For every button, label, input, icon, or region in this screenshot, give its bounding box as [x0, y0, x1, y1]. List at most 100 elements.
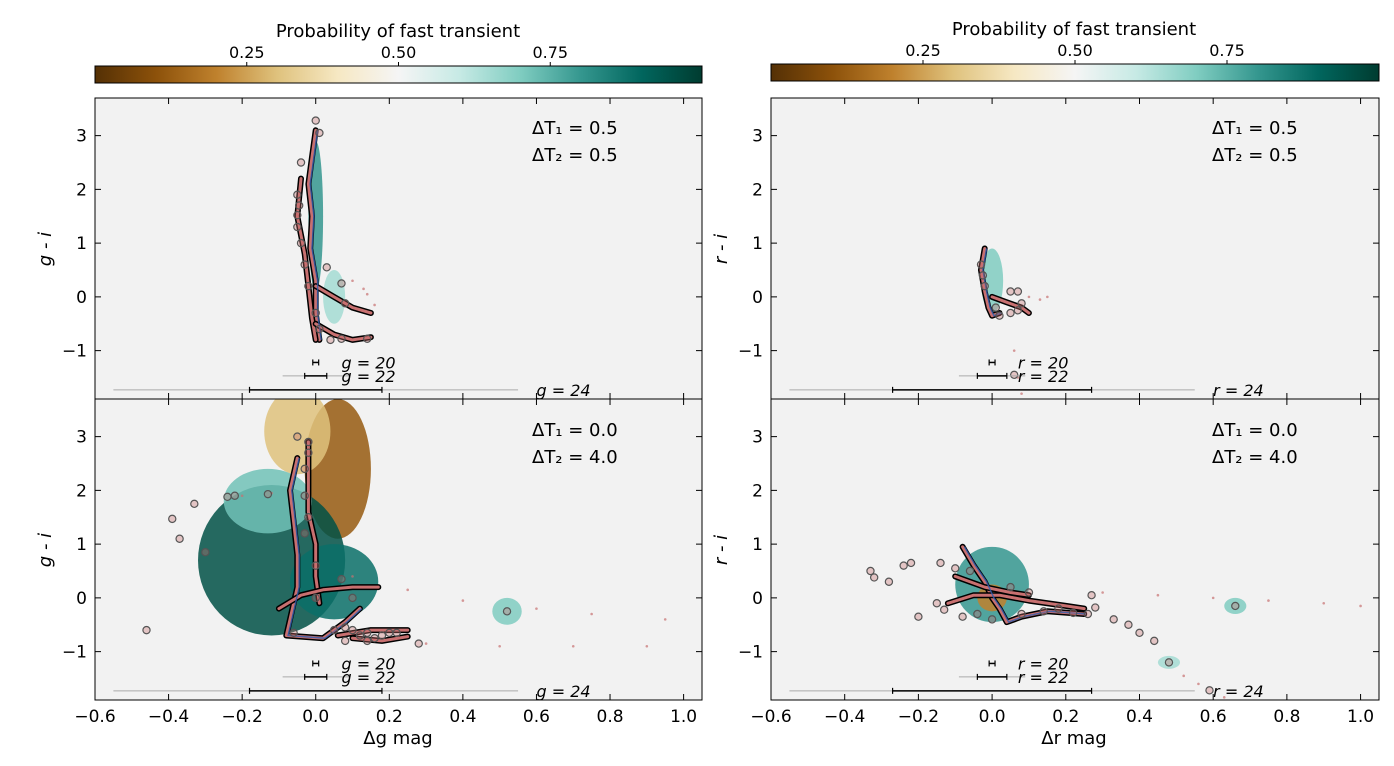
data-point — [980, 281, 989, 291]
data-point — [995, 311, 1004, 320]
colorbar-tick-label: 0.75 — [1209, 41, 1245, 60]
trail-dot — [351, 279, 354, 283]
track-line — [314, 284, 373, 315]
data-point — [1017, 609, 1026, 619]
y-tick-label: 2 — [752, 481, 763, 501]
panel-bottom-left: g = 20g = 22 g = 24 −1 0 1 2 3 −0.6 −0.4 −0.2 0.0… — [35, 398, 703, 749]
x-tick-label: 0.4 — [449, 707, 476, 727]
trail-dot — [365, 292, 369, 296]
data-point — [190, 499, 199, 509]
x-tick-label: 0.0 — [979, 707, 1006, 727]
panel-top-left-content: g = 20g = 22 g = 24 — [113, 116, 591, 399]
data-point — [293, 210, 302, 220]
track-line — [277, 585, 380, 611]
data-point — [340, 299, 350, 308]
data-point — [1013, 306, 1023, 315]
data-point — [1013, 287, 1023, 296]
error-bar-label: r = 20 — [1018, 353, 1069, 372]
bright-track-line — [287, 457, 363, 639]
data-point — [311, 308, 320, 318]
track-line — [990, 295, 1031, 315]
error-bar-label: g = 22 — [341, 668, 395, 687]
y-tick-label: 2 — [76, 481, 87, 501]
data-point — [263, 489, 273, 499]
data-point — [1124, 620, 1133, 629]
data-point — [289, 628, 298, 638]
data-point — [987, 615, 997, 624]
colorbar-left-bar — [94, 65, 703, 84]
y-tick-label: 1 — [76, 234, 87, 254]
colorbar-left-title: Probability of fast transient — [276, 21, 520, 42]
panel-bottom-right-background — [771, 399, 1379, 700]
y-tick-label: 2 — [752, 180, 763, 200]
colorbar-left: Probability of fast transient 0.25 0.50 0.… — [94, 21, 703, 84]
y-tick-label: −1 — [738, 643, 763, 663]
bright-track-line — [982, 248, 1002, 317]
track-line — [284, 456, 362, 640]
trail-dot — [1156, 593, 1160, 597]
data-point — [223, 492, 232, 502]
data-point — [340, 636, 350, 646]
data-point — [869, 573, 879, 582]
data-point — [385, 628, 394, 638]
x-tick-label: 0.0 — [302, 707, 329, 727]
data-point — [1006, 287, 1015, 296]
data-point — [300, 529, 309, 538]
data-point — [293, 432, 302, 441]
data-point — [1135, 628, 1144, 638]
data-point — [1150, 636, 1159, 646]
data-point — [1006, 308, 1015, 318]
data-point — [976, 260, 986, 269]
data-point — [392, 628, 401, 638]
trail-dot — [1222, 696, 1226, 699]
x-tick-label: −0.6 — [750, 707, 791, 727]
colorbar-right-title: Probability of fast transient — [952, 19, 1196, 40]
data-point — [322, 263, 331, 272]
data-point — [326, 335, 335, 345]
trail-dot — [1012, 349, 1016, 352]
data-point — [340, 623, 350, 632]
data-point — [304, 448, 313, 457]
x-tick-label: −0.6 — [74, 707, 115, 727]
trail-dot — [645, 644, 649, 648]
y-tick-label: 2 — [76, 180, 87, 200]
data-point — [348, 593, 357, 603]
data-point — [1024, 588, 1034, 597]
data-point — [1231, 601, 1240, 611]
data-point — [884, 577, 894, 586]
track-line — [306, 440, 321, 605]
panel-bottom-right-xlabel: Δr mag — [1041, 728, 1106, 749]
x-tick-label: −0.2 — [898, 707, 939, 727]
panel-top-left-annotation-1: ΔT₁ = 0.5 — [532, 118, 618, 139]
trail-dot — [461, 599, 465, 602]
trail-dot — [590, 612, 593, 616]
axes-frame — [770, 398, 1380, 701]
y-tick-label: 3 — [76, 428, 87, 448]
track-line — [946, 593, 1086, 611]
data-point — [296, 238, 306, 248]
error-bar-label: r = 24 — [1213, 381, 1264, 400]
data-point — [1054, 604, 1063, 613]
data-point — [906, 558, 916, 568]
panel-bottom-left-xlabel: Δg mag — [363, 728, 432, 749]
heatmap-cell — [1224, 597, 1247, 614]
x-tick-label: −0.2 — [222, 707, 263, 727]
track-line — [314, 322, 373, 342]
trail-dot — [535, 607, 538, 610]
trail-dot — [373, 303, 376, 307]
panel-top-right: r = 20r = 22 r = 24 −1 0 1 2 3 r - i ΔT₁ = 0.… — [711, 97, 1380, 400]
data-point — [965, 566, 975, 576]
error-bar-label: g = 22 — [341, 367, 395, 386]
error-bar-label: g = 24 — [536, 682, 590, 701]
y-tick-label: 1 — [752, 535, 763, 555]
data-point — [168, 514, 177, 524]
data-point — [1017, 299, 1026, 308]
data-point — [315, 324, 324, 334]
panel-top-left: g = 20g = 22 g = 24 −1 0 1 2 3 g - i ΔT₁ = 0.… — [35, 97, 703, 400]
data-point — [1083, 609, 1093, 619]
panel-bottom-left-ylabel: g - i — [35, 533, 56, 567]
data-point — [315, 128, 324, 138]
panel-bottom-right-ylabel: r - i — [711, 535, 732, 565]
data-point — [337, 574, 346, 584]
data-point — [502, 607, 512, 616]
